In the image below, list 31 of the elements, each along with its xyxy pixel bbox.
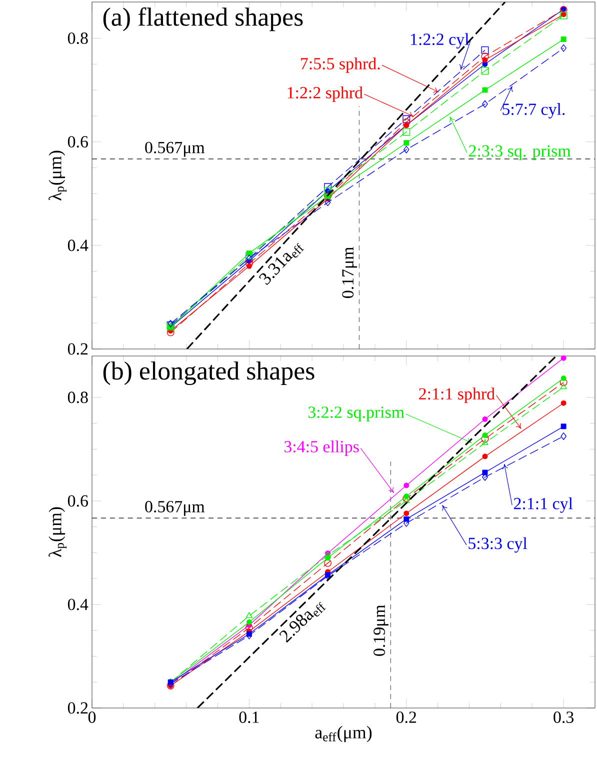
y-axis-title: λ$_{p}$(μm) bbox=[48, 150, 66, 201]
y-tick-label: 0.8 bbox=[68, 32, 88, 44]
chart-title: (a) flattened shapes bbox=[103, 7, 303, 32]
text: 3:4:5 ellips bbox=[284, 440, 359, 456]
ref-line-label: 0.567μm bbox=[145, 142, 205, 157]
text: 1:2:2 sphrd bbox=[288, 86, 363, 102]
text: 2:1:1 cyl bbox=[514, 497, 573, 513]
x-axis-title: a$_{eff}$(μm) bbox=[315, 726, 372, 742]
series-label: 1:2:2 cyl bbox=[411, 33, 469, 49]
x-tick-label: 0.1 bbox=[239, 712, 259, 724]
text: 7:5:5 sphrd. bbox=[301, 58, 380, 73]
text: 2:1:1 sphrd bbox=[419, 388, 495, 404]
ref-line-label: 0.19μm bbox=[374, 604, 388, 656]
y-tick-label: 0.6 bbox=[68, 495, 88, 507]
y-axis-title: λ$_{p}$(μm) bbox=[48, 507, 66, 558]
y-tick-label: 0.2 bbox=[68, 343, 88, 355]
text: 5:3:3 cyl bbox=[468, 537, 528, 553]
chart-title: (b) elongated shapes bbox=[103, 361, 314, 386]
y-tick-label: 0.2 bbox=[68, 702, 88, 714]
y-tick-label: 0.6 bbox=[68, 136, 88, 148]
y-tick-label: 0.4 bbox=[68, 598, 88, 610]
x-tick-label: 0 bbox=[88, 712, 96, 723]
text: 2:3:3 sq. prism bbox=[469, 145, 571, 160]
text: 3:2:2 sq.prism bbox=[308, 406, 404, 422]
ref-line-label: 0.17μm bbox=[342, 246, 358, 298]
x-tick-label: 0.3 bbox=[554, 712, 574, 724]
y-tick-label: 0.8 bbox=[68, 392, 88, 404]
series-label: 5:7:7 cyl. bbox=[502, 103, 565, 118]
ref-line-label: 0.567μm bbox=[145, 500, 205, 516]
y-tick-label: 0.4 bbox=[68, 240, 88, 252]
x-tick-label: 0.2 bbox=[396, 712, 416, 724]
